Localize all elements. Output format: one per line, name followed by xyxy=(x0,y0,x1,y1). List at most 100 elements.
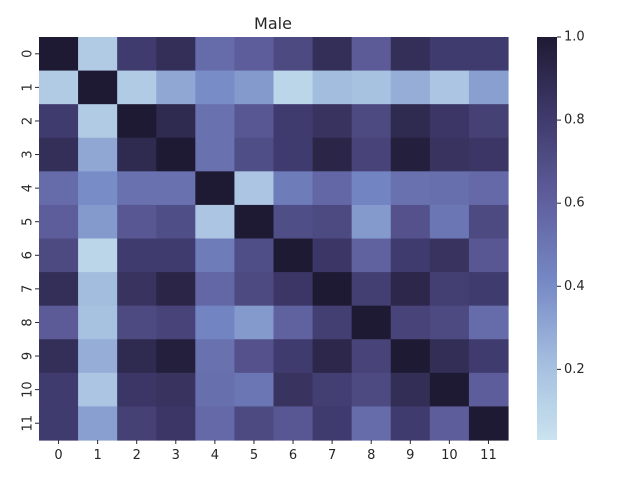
heatmap-cell xyxy=(78,339,118,374)
heatmap-cell xyxy=(390,305,431,340)
colorbar: 0.2 0.4 0.6 0.8 1.0 xyxy=(537,30,585,440)
heatmap-cell xyxy=(234,305,275,340)
y-tick-label: 11 xyxy=(21,415,36,432)
heatmap-cell xyxy=(156,137,196,172)
heatmap-cell xyxy=(429,238,470,273)
heatmap-cell xyxy=(234,104,275,139)
colorbar-tick-label: 0.4 xyxy=(564,279,585,294)
y-tick-label: 9 xyxy=(21,352,36,360)
colorbar-tick-label: 1.0 xyxy=(564,30,585,45)
heatmap-cell xyxy=(117,37,157,72)
heatmap-cell xyxy=(273,406,314,441)
heatmap-cell xyxy=(117,305,157,340)
y-tick-label: 10 xyxy=(21,381,36,398)
heatmap-cell xyxy=(468,204,509,240)
heatmap-cell xyxy=(312,305,353,340)
heatmap-cell xyxy=(156,406,196,441)
heatmap-cell xyxy=(78,204,118,240)
heatmap-cell xyxy=(273,339,314,374)
heatmap-cell xyxy=(78,406,118,441)
heatmap-cells xyxy=(39,37,509,441)
y-tick-label: 6 xyxy=(21,251,36,259)
heatmap-cell xyxy=(429,104,470,139)
heatmap-cell xyxy=(39,104,79,139)
heatmap-cell xyxy=(39,70,79,105)
heatmap-cell xyxy=(312,372,353,408)
y-tick-label: 4 xyxy=(21,184,36,192)
heatmap-cell xyxy=(117,339,157,374)
heatmap-cell xyxy=(390,37,431,72)
heatmap-cell xyxy=(117,137,157,172)
y-tick-label: 8 xyxy=(21,318,36,326)
heatmap-cell xyxy=(234,372,275,408)
heatmap-cell xyxy=(39,204,79,240)
heatmap-cell xyxy=(195,272,236,307)
heatmap-cell xyxy=(234,70,275,105)
heatmap-cell xyxy=(390,171,431,206)
heatmap-cell xyxy=(156,204,196,240)
heatmap-cell xyxy=(117,406,157,441)
heatmap-cell xyxy=(195,171,236,206)
heatmap-cell xyxy=(78,305,118,340)
heatmap-cell xyxy=(234,406,275,441)
heatmap-cell xyxy=(156,272,196,307)
heatmap-cell xyxy=(429,305,470,340)
heatmap-cell xyxy=(351,104,392,139)
heatmap-cell xyxy=(312,137,353,172)
heatmap-cell xyxy=(156,372,196,408)
x-tick-label: 9 xyxy=(406,448,414,463)
heatmap-cell xyxy=(39,406,79,441)
heatmap-cell xyxy=(156,238,196,273)
heatmap-cell xyxy=(351,37,392,72)
heatmap-cell xyxy=(429,406,470,441)
heatmap-cell xyxy=(429,171,470,206)
heatmap-cell xyxy=(39,272,79,307)
heatmap-cell xyxy=(390,137,431,172)
heatmap-cell xyxy=(195,406,236,441)
heatmap-cell xyxy=(156,104,196,139)
heatmap-cell xyxy=(351,204,392,240)
heatmap-cell xyxy=(312,406,353,441)
heatmap-cell xyxy=(156,70,196,105)
heatmap-cell xyxy=(117,238,157,273)
heatmap-cell xyxy=(351,70,392,105)
heatmap-cell xyxy=(273,37,314,72)
heatmap-cell xyxy=(468,339,509,374)
heatmap-cell xyxy=(429,372,470,408)
heatmap-cell xyxy=(273,372,314,408)
heatmap-cell xyxy=(195,238,236,273)
heatmap-cell xyxy=(273,238,314,273)
heatmap-cell xyxy=(234,37,275,72)
heatmap-cell xyxy=(195,339,236,374)
heatmap-cell xyxy=(234,137,275,172)
heatmap-cell xyxy=(468,305,509,340)
heatmap-cell xyxy=(195,372,236,408)
heatmap-cell xyxy=(78,104,118,139)
y-tick-label: 2 xyxy=(21,117,36,125)
heatmap-cell xyxy=(429,70,470,105)
heatmap-cell xyxy=(390,104,431,139)
y-tick-label: 7 xyxy=(21,285,36,293)
heatmap-cell xyxy=(351,272,392,307)
heatmap-cell xyxy=(195,37,236,72)
x-tick-label: 6 xyxy=(289,448,297,463)
heatmap-cell xyxy=(117,272,157,307)
heatmap-cell xyxy=(468,171,509,206)
heatmap-cell xyxy=(312,37,353,72)
heatmap-cell xyxy=(312,272,353,307)
x-tick-label: 7 xyxy=(328,448,336,463)
heatmap-cell xyxy=(195,204,236,240)
heatmap-cell xyxy=(39,372,79,408)
heatmap-cell xyxy=(351,171,392,206)
heatmap-cell xyxy=(117,372,157,408)
colorbar-tick-label: 0.2 xyxy=(564,362,585,377)
chart-title: Male xyxy=(254,14,292,33)
heatmap-cell xyxy=(273,70,314,105)
x-tick-label: 11 xyxy=(480,448,497,463)
heatmap-cell xyxy=(234,171,275,206)
colorbar-gradient xyxy=(537,37,557,440)
heatmap-cell xyxy=(78,272,118,307)
heatmap-cell xyxy=(351,406,392,441)
heatmap-cell xyxy=(195,305,236,340)
